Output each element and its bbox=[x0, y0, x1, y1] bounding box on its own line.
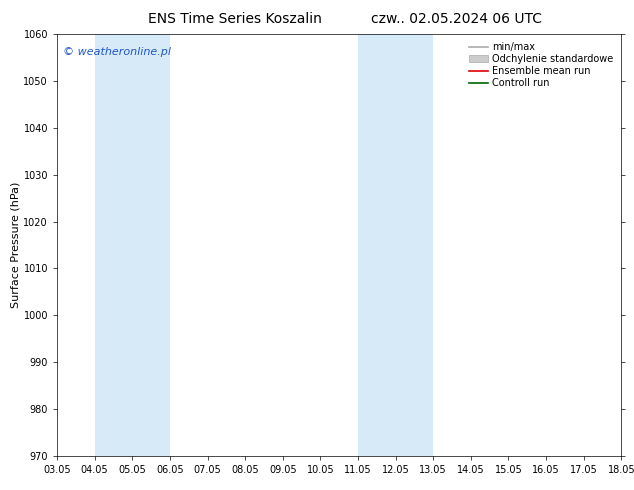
Text: ENS Time Series Koszalin: ENS Time Series Koszalin bbox=[148, 12, 321, 26]
Bar bbox=[358, 34, 433, 456]
Text: © weatheronline.pl: © weatheronline.pl bbox=[63, 47, 171, 57]
Bar bbox=[94, 34, 170, 456]
Legend: min/max, Odchylenie standardowe, Ensemble mean run, Controll run: min/max, Odchylenie standardowe, Ensembl… bbox=[466, 39, 616, 91]
Text: czw.. 02.05.2024 06 UTC: czw.. 02.05.2024 06 UTC bbox=[371, 12, 542, 26]
Y-axis label: Surface Pressure (hPa): Surface Pressure (hPa) bbox=[11, 182, 21, 308]
